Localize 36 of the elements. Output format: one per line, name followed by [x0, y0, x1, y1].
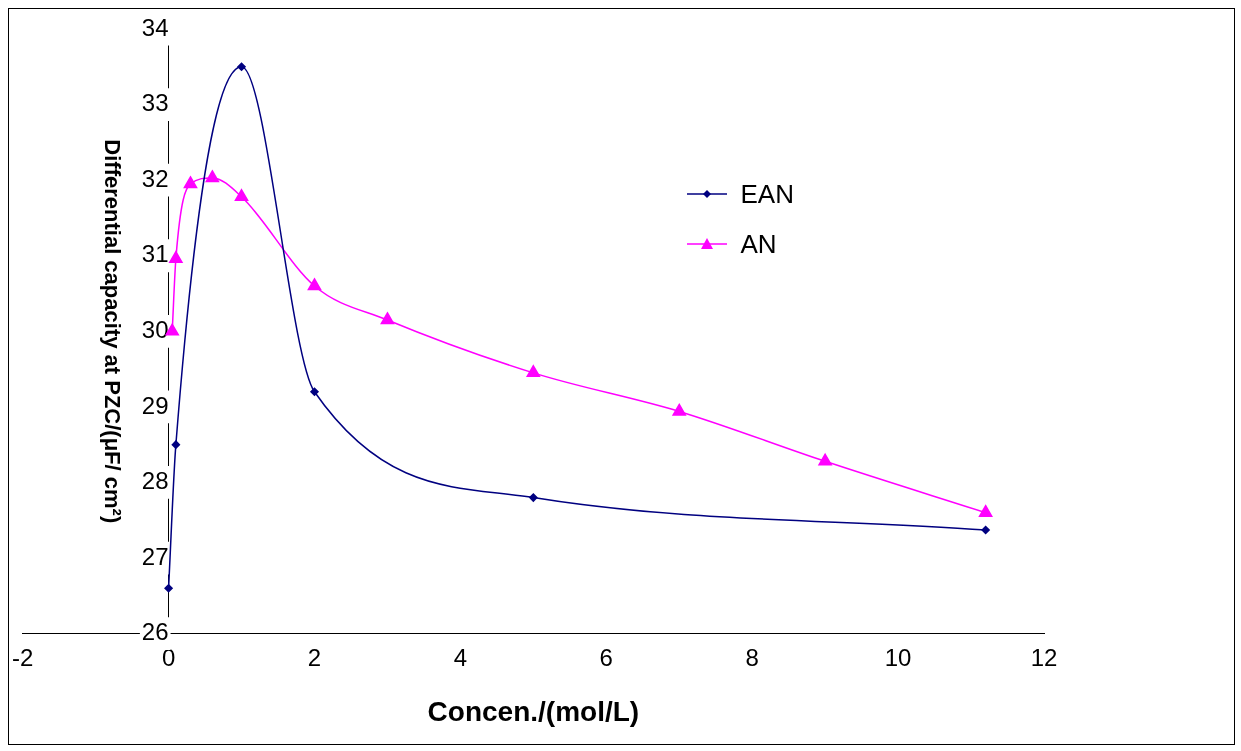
- point: [307, 278, 322, 291]
- legend-label: AN: [740, 228, 777, 260]
- y-tick-label: 32: [141, 164, 169, 192]
- point: [169, 251, 183, 263]
- y-tick-label: 29: [141, 391, 169, 419]
- y-tick-label: 26: [141, 618, 169, 646]
- point: [171, 440, 181, 449]
- point: [526, 365, 541, 378]
- y-tick-label: 28: [141, 467, 169, 495]
- y-tick-label: 30: [141, 315, 169, 343]
- point: [234, 189, 249, 202]
- point: [380, 312, 395, 325]
- y-tick-label: 33: [141, 89, 169, 117]
- point: [978, 504, 993, 517]
- point: [237, 62, 246, 72]
- x-tick-label: 8: [745, 643, 759, 671]
- x-tick-label: 12: [1030, 643, 1058, 671]
- legend-label: EAN: [740, 178, 794, 210]
- point: [981, 525, 990, 535]
- x-tick-label: 2: [307, 643, 322, 671]
- point: [529, 493, 538, 502]
- x-tick-label: -2: [12, 643, 34, 671]
- x-tick-label: 6: [599, 643, 613, 671]
- point: [183, 176, 198, 189]
- point: [818, 453, 832, 466]
- point: [310, 387, 319, 397]
- x-tick-label: 4: [453, 643, 468, 671]
- y-tick-label: 34: [141, 13, 169, 41]
- x-tick-label: 10: [884, 643, 912, 671]
- point: [205, 170, 220, 183]
- point: [164, 584, 173, 593]
- y-tick-label: 31: [141, 240, 169, 268]
- point: [672, 403, 687, 416]
- y-tick-label: 27: [141, 542, 169, 570]
- x-axis-title: Concen./(mol/L): [427, 695, 640, 727]
- y-axis-title: Differential capacity at PZC/(μF/ cm²): [99, 139, 125, 524]
